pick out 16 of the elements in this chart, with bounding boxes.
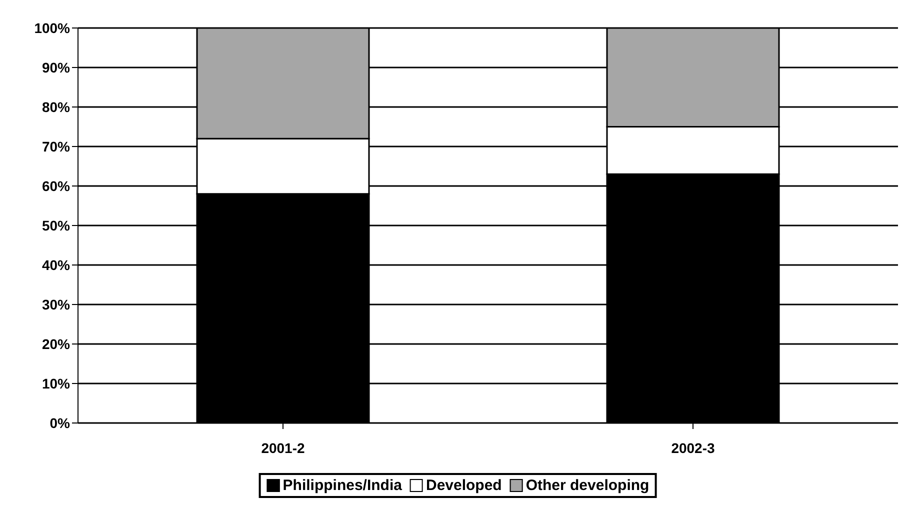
y-tick-label: 0% xyxy=(50,414,71,431)
legend-label: Philippines/India xyxy=(282,477,402,494)
y-tick-label: 50% xyxy=(42,217,71,234)
y-tick-label: 40% xyxy=(42,256,71,273)
y-tick-label: 10% xyxy=(42,375,71,392)
y-tick-label: 90% xyxy=(42,59,71,76)
y-tick-label: 70% xyxy=(42,138,71,154)
x-tick-label: 2002-3 xyxy=(671,440,716,456)
legend-label: Other developing xyxy=(526,477,650,494)
y-tick-label: 60% xyxy=(42,178,71,194)
y-tick-label: 30% xyxy=(42,296,71,312)
x-tick-label: 2001-2 xyxy=(261,440,306,456)
y-tick-label: 80% xyxy=(42,98,71,115)
y-tick-label: 20% xyxy=(42,336,71,352)
y-tick-label: 100% xyxy=(34,20,71,36)
legend-label: Developed xyxy=(426,477,502,494)
